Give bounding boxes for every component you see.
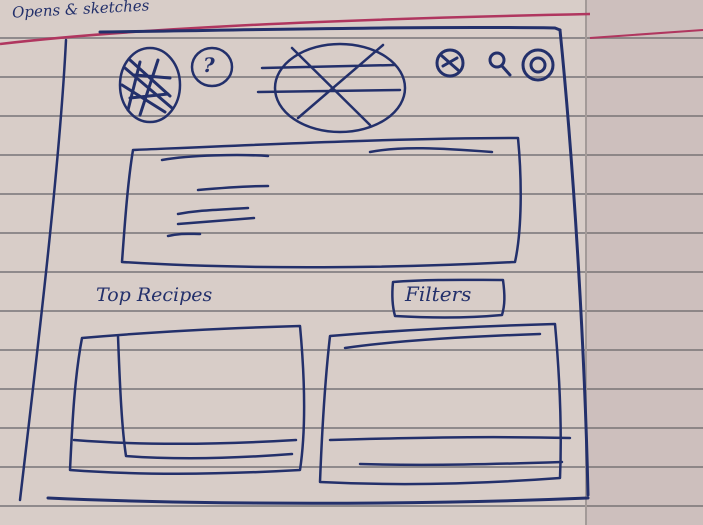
banner-card[interactable] <box>120 136 522 269</box>
profile-icon[interactable] <box>435 48 465 78</box>
notebook-binding <box>585 0 703 525</box>
hero-image-placeholder <box>256 42 407 134</box>
menu-icon[interactable] <box>118 46 182 124</box>
settings-icon[interactable] <box>521 48 555 82</box>
filters-button[interactable]: Filters <box>405 282 472 306</box>
recipe-card[interactable] <box>318 322 572 486</box>
help-icon[interactable] <box>190 46 234 88</box>
recipe-card[interactable] <box>68 324 306 476</box>
filters-button-outline[interactable] <box>391 278 506 319</box>
search-icon[interactable] <box>488 51 512 77</box>
help-label: ? <box>203 53 215 77</box>
section-title: Top Recipes <box>96 284 213 306</box>
